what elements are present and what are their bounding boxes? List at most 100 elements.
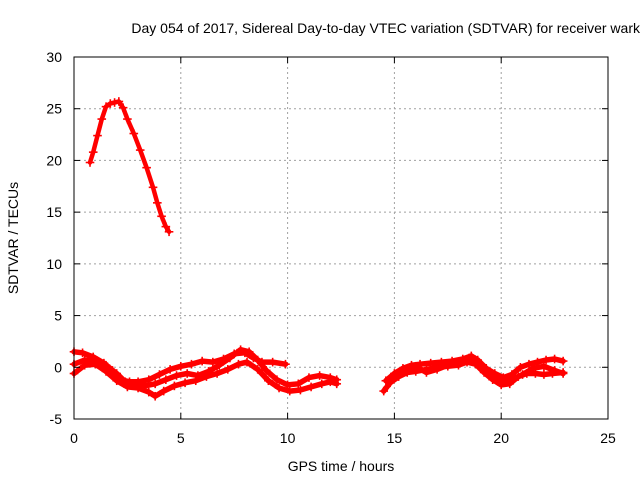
data-point (264, 376, 273, 386)
x-tick-label: 10 (280, 430, 296, 446)
data-point (172, 371, 181, 380)
data-point (80, 360, 89, 370)
x-tick-label: 25 (600, 430, 616, 446)
data-point (475, 360, 485, 370)
data-point (253, 355, 262, 365)
data-point (244, 347, 254, 357)
data-point (142, 163, 151, 172)
data-point (123, 114, 132, 124)
data-point (516, 362, 525, 372)
data-point (274, 383, 284, 393)
data-point (176, 361, 186, 371)
data-point (242, 357, 252, 367)
data-point (197, 356, 207, 366)
data-point (541, 355, 551, 365)
data-point (234, 359, 243, 369)
data-point (78, 348, 87, 358)
data-point (558, 356, 568, 366)
data-point (88, 147, 98, 157)
data-point (539, 370, 549, 379)
data-point (261, 366, 271, 375)
chart-title: Day 054 of 2017, Sidereal Day-to-day VTE… (131, 20, 640, 36)
data-point (161, 375, 171, 384)
data-point (253, 365, 262, 374)
x-tick-label: 15 (387, 430, 403, 446)
data-point (268, 357, 277, 367)
y-tick-label: 0 (54, 359, 62, 375)
data-point (91, 359, 100, 369)
data-point (496, 375, 506, 384)
y-tick-label: -5 (50, 411, 63, 427)
y-tick-label: 10 (46, 256, 62, 272)
data-point (437, 357, 446, 367)
data-point (208, 357, 218, 367)
x-tick-label: 20 (493, 430, 509, 446)
x-tick-label: 5 (177, 430, 185, 446)
data-point (550, 354, 559, 364)
data-point (157, 211, 166, 221)
data-point (518, 370, 527, 379)
data-point (164, 227, 174, 237)
data-point (150, 379, 160, 389)
data-point (150, 391, 160, 401)
data-point (101, 367, 111, 376)
data-point (379, 386, 389, 396)
data-point (187, 359, 196, 369)
series-band-c (69, 357, 342, 401)
data-point (180, 378, 190, 388)
data-point (182, 369, 192, 378)
data-point (112, 369, 122, 378)
data-point (161, 222, 171, 231)
data-point (281, 359, 290, 369)
series-band-b (69, 345, 342, 391)
data-series-layer (69, 97, 568, 401)
data-point (155, 370, 164, 379)
data-point (296, 385, 305, 395)
data-point (159, 386, 169, 396)
data-point (390, 372, 399, 381)
data-point (486, 369, 495, 378)
x-axis-title: GPS time / hours (288, 458, 395, 474)
data-point (317, 379, 327, 389)
data-point (123, 382, 132, 392)
data-point (110, 98, 119, 107)
data-point (411, 361, 421, 371)
data-point (202, 372, 211, 381)
data-point (533, 357, 542, 367)
data-point (135, 145, 145, 155)
data-point (326, 377, 335, 387)
data-point (528, 364, 538, 373)
data-point (550, 366, 559, 375)
data-point (144, 387, 154, 397)
data-point (153, 198, 162, 208)
data-point (558, 369, 568, 378)
data-point (236, 345, 245, 355)
data-point (524, 359, 534, 369)
y-tick-label: 20 (46, 152, 62, 168)
data-point (112, 376, 122, 386)
data-point (443, 360, 453, 370)
data-point (191, 376, 201, 386)
data-point (148, 183, 158, 192)
data-point (106, 99, 115, 108)
data-point (283, 380, 292, 390)
y-tick-label: 5 (54, 308, 62, 324)
data-point (539, 361, 549, 371)
data-point (432, 365, 442, 374)
axis-ticks (73, 56, 609, 420)
y-tick-labels: -5 0 5 10 15 20 25 30 (46, 49, 62, 427)
data-point (306, 382, 316, 392)
data-point (272, 375, 282, 384)
data-point (118, 103, 128, 112)
x-tick-labels: 0 5 10 15 20 25 (70, 430, 616, 446)
data-point (129, 129, 139, 138)
y-tick-label: 15 (46, 204, 62, 220)
data-point (170, 381, 179, 391)
y-tick-label: 25 (46, 101, 62, 117)
data-point (507, 375, 517, 384)
data-point (114, 97, 124, 106)
data-point (315, 371, 324, 380)
data-point (93, 131, 102, 140)
plot-frame (73, 56, 609, 420)
